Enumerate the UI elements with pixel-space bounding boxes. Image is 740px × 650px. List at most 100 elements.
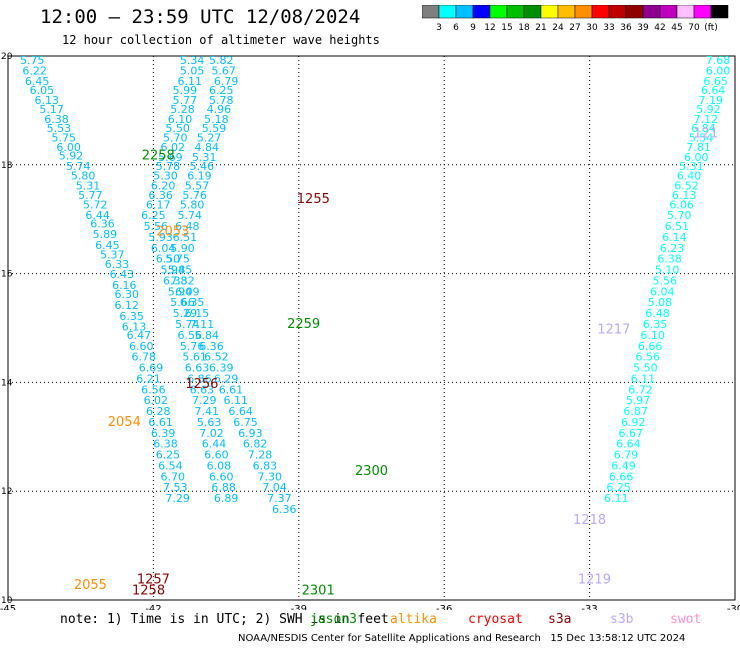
colorbar-label: 27 [569,23,580,33]
wave-height-value: 6.00 [706,64,731,77]
wave-height-value: 5.94 [161,264,186,277]
wave-height-value: 6.93 [238,427,263,440]
pass-time-label: 2300 [355,464,388,479]
plot-frame [7,55,736,601]
wave-height-value: 5.70 [667,209,692,222]
wave-height-value: 6.11 [178,75,203,88]
x-tick-label: -42 [145,604,161,610]
wave-height-value: 6.56 [636,351,661,364]
wave-height-value: 6.44 [85,209,110,222]
satellite-legend-swot: swot [670,612,702,627]
wave-height-value: 6.92 [621,416,646,429]
wave-height-value: 6.35 [180,296,205,309]
wave-height-value: 6.15 [185,307,210,320]
pass-time-label: 2055 [74,578,107,593]
wave-height-value: 6.23 [660,242,685,255]
pass-time-label: 2053 [156,225,189,240]
wave-height-value: 6.00 [56,141,81,154]
wave-height-value: 6.78 [131,351,156,364]
wave-height-value: 5.77 [78,189,103,202]
wave-height-value: 5.97 [626,394,651,407]
wave-height-value: 6.30 [114,288,139,301]
x-tick-label: -39 [291,604,307,610]
y-tick-label: 16 [1,270,13,280]
wave-height-value: 6.49 [611,459,636,472]
wave-height-value: 6.13 [122,321,147,334]
wave-height-value: 6.35 [119,310,144,323]
wave-height-value: 6.89 [214,492,239,505]
colorbar-label: 3 [436,23,442,33]
wave-height-value: 7.68 [706,54,731,67]
wave-height-value: 5.05 [180,64,205,77]
wave-height-value: 5.69 [158,151,183,164]
wave-height-value: 5.72 [83,198,108,211]
wave-height-value: 6.00 [684,151,709,164]
wave-height-value: 5.78 [156,160,181,173]
wave-height-value: 6.82 [243,438,268,451]
wave-height-value: 6.06 [669,198,694,211]
x-tick-label: -36 [436,604,452,610]
wave-height-value: 5.66 [170,296,195,309]
pass-time-label: 1257 [137,573,170,588]
wave-height-value: 5.78 [209,94,234,107]
wave-height-value: 5.92 [59,149,84,162]
wave-height-value: 6.50 [156,253,181,266]
wave-height-value: 7.32 [170,274,195,287]
wave-height-value: 7.81 [686,141,711,154]
wave-height-value: 6.20 [151,179,176,192]
wave-height-value: 6.35 [643,318,668,331]
wave-height-value: 5.75 [20,54,45,67]
pass-time-label: 1256 [185,377,218,392]
wave-height-value: 5.18 [204,113,229,126]
wave-height-value: 6.43 [110,268,135,281]
wave-height-value: 5.93 [148,231,173,244]
wave-height-value: 5.90 [170,242,195,255]
pass-time-label: 1218 [573,513,606,528]
wave-height-value: 6.33 [105,258,130,271]
y-tick-label: 10 [1,596,13,606]
colorbar-label: 9 [470,23,476,33]
wave-height-value: 5.82 [209,54,234,67]
satellite-legend-jason3: jason3 [310,612,357,627]
wave-height-value: 7.19 [699,94,724,107]
wave-height-value: 6.14 [662,231,687,244]
wave-height-value: 6.36 [90,217,115,230]
y-tick-label: 12 [1,487,12,497]
wave-height-value: 5.80 [180,198,205,211]
colorbar-label: 15 [501,23,512,33]
x-tick-label: -33 [581,604,597,610]
wave-height-value: 5.17 [39,103,64,116]
y-tick-label: 18 [1,161,13,171]
wave-height-value: 5.46 [190,160,215,173]
wave-height-value: 6.75 [233,416,258,429]
wave-height-value: 6.09 [175,285,200,298]
colorbar-label: 18 [518,23,530,33]
wave-height-value: 6.10 [168,113,193,126]
wave-height-value: 6.25 [156,449,181,462]
colorbar-label: 24 [552,23,564,33]
wave-height-value: 6.38 [657,253,682,266]
wave-height-value: 6.13 [35,94,60,107]
wave-height-value: 5.74 [66,160,91,173]
wave-height-value: 5.34 [180,54,205,67]
wave-height-value: 6.56 [141,383,166,396]
wave-height-value: 5.75 [51,131,76,144]
wave-height-value: 5.61 [182,351,207,364]
wave-height-value: 6.11 [631,372,656,385]
wave-height-value: 6.61 [148,416,173,429]
wave-height-value: 6.12 [114,299,139,312]
colorbar-label: 33 [603,23,614,33]
wave-height-value: 6.13 [672,189,697,202]
x-tick-label: -45 [0,604,16,610]
wave-height-value: 5.37 [100,248,125,261]
map-subtitle: 12 hour collection of altimeter wave hei… [62,33,380,47]
wave-height-value: 6.72 [628,383,653,396]
wave-height-value: 5.70 [163,131,188,144]
wave-height-value: 4.84 [194,141,219,154]
wave-height-value: 5.99 [173,84,198,97]
colorbar-swatch [710,5,729,19]
pass-time-label: 1258 [132,584,165,599]
wave-height-value: 6.69 [139,362,164,375]
wave-height-value: 6.56 [178,329,203,342]
